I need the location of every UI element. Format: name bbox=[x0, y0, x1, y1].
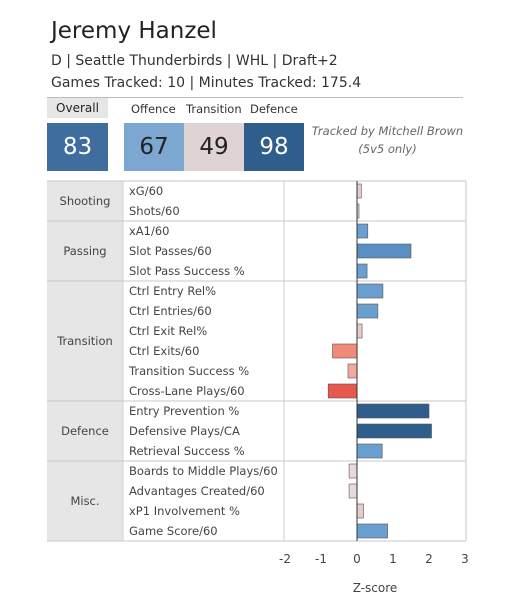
bar bbox=[348, 483, 358, 499]
metric-label: Boards to Middle Plays/60 bbox=[129, 464, 278, 478]
metric-label: Ctrl Exit Rel% bbox=[129, 324, 207, 338]
metric-label: Defensive Plays/CA bbox=[129, 424, 240, 438]
tracker-note: (5v5 only) bbox=[358, 142, 417, 156]
metric-label: xA1/60 bbox=[129, 224, 170, 238]
offence-label: Offence bbox=[131, 102, 176, 116]
player-subtitle: D | Seattle Thunderbirds | WHL | Draft+2 bbox=[51, 53, 338, 69]
x-tick-label: 2 bbox=[425, 552, 433, 566]
overall-score: 83 bbox=[47, 123, 108, 171]
bar bbox=[356, 303, 379, 319]
metric-label: Advantages Created/60 bbox=[129, 484, 265, 498]
category-cell-3 bbox=[47, 401, 123, 461]
bar bbox=[356, 223, 369, 239]
offence-score: 67 bbox=[124, 123, 184, 171]
defence-label: Defence bbox=[250, 102, 298, 116]
metric-label: xG/60 bbox=[129, 184, 163, 198]
metric-label: Entry Prevention % bbox=[129, 404, 239, 418]
tracker-credit: Tracked by Mitchell Brown bbox=[311, 124, 464, 138]
group-label-2: Transition bbox=[56, 334, 113, 348]
bar bbox=[332, 343, 358, 359]
overall-label: Overall bbox=[47, 98, 108, 118]
metric-label: Slot Passes/60 bbox=[129, 244, 212, 258]
metric-label: Transition Success % bbox=[128, 364, 249, 378]
metric-label: Ctrl Entry Rel% bbox=[129, 284, 216, 298]
metric-label: xP1 Involvement % bbox=[129, 504, 240, 518]
group-label-0: Shooting bbox=[60, 194, 111, 208]
defence-score: 98 bbox=[244, 123, 304, 171]
player-name: Jeremy Hanzel bbox=[51, 18, 217, 44]
metric-label: Ctrl Entries/60 bbox=[129, 304, 212, 318]
x-tick-label: -2 bbox=[279, 552, 291, 566]
bar bbox=[356, 263, 368, 279]
bar bbox=[348, 463, 358, 479]
x-axis-label: Z-score bbox=[353, 581, 398, 595]
category-cell-0 bbox=[47, 181, 123, 221]
metric-label: Cross-Lane Plays/60 bbox=[129, 384, 245, 398]
bar bbox=[356, 443, 383, 459]
group-label-1: Passing bbox=[63, 244, 106, 258]
bar bbox=[356, 403, 430, 419]
metric-label: Ctrl Exits/60 bbox=[129, 344, 199, 358]
transition-score: 49 bbox=[184, 123, 244, 171]
metric-label: Game Score/60 bbox=[129, 524, 218, 538]
transition-label: Transition bbox=[186, 102, 242, 116]
bar bbox=[356, 423, 432, 439]
bar bbox=[347, 363, 358, 379]
bar bbox=[356, 323, 363, 339]
group-label-3: Defence bbox=[61, 424, 109, 438]
bar bbox=[327, 383, 358, 399]
metric-label: Slot Pass Success % bbox=[129, 264, 245, 278]
bar bbox=[356, 523, 388, 539]
x-tick-label: 1 bbox=[389, 552, 397, 566]
category-cell-4 bbox=[47, 461, 123, 541]
group-label-4: Misc. bbox=[70, 494, 99, 508]
bar bbox=[356, 183, 362, 199]
tracking-summary: Games Tracked: 10 | Minutes Tracked: 175… bbox=[51, 75, 362, 91]
header-divider bbox=[47, 97, 463, 98]
x-tick-label: -1 bbox=[315, 552, 327, 566]
x-tick-label: 0 bbox=[353, 552, 361, 566]
metric-label: Shots/60 bbox=[129, 204, 180, 218]
category-cell-2 bbox=[47, 281, 123, 401]
x-tick-label: 3 bbox=[461, 552, 469, 566]
metric-label: Retrieval Success % bbox=[129, 444, 245, 458]
bar bbox=[356, 283, 384, 299]
category-cell-1 bbox=[47, 221, 123, 281]
bar bbox=[356, 243, 412, 259]
bar bbox=[356, 503, 364, 519]
